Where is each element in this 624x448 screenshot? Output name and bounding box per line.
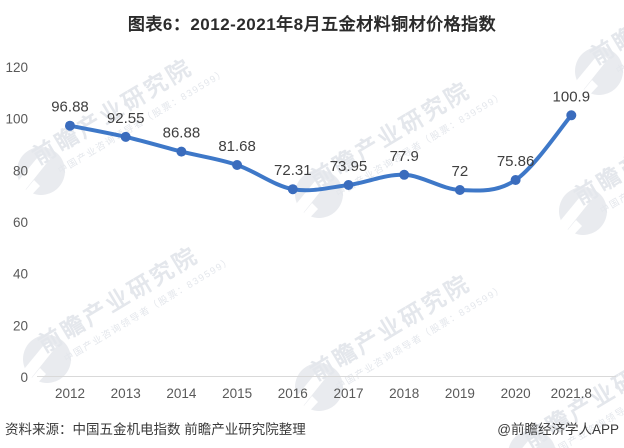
x-axis-tick-label: 2014 (166, 386, 197, 401)
data-point-marker (454, 185, 465, 195)
data-point-label: 72.31 (274, 162, 312, 179)
credit-text: @前瞻经济学人APP (497, 422, 619, 437)
y-axis-tick-label: 40 (13, 267, 28, 282)
data-source-text: 资料来源：中国五金机电指数 前瞻产业研究院整理 (5, 422, 306, 437)
footer: 资料来源：中国五金机电指数 前瞻产业研究院整理 @前瞻经济学人APP (5, 418, 619, 438)
chart-title: 图表6：2012-2021年8月五金材料铜材价格指数 (127, 15, 497, 34)
y-axis-tick-label: 0 (20, 370, 28, 385)
x-axis-tick-label: 2018 (389, 386, 419, 401)
data-point-label: 100.9 (553, 88, 591, 105)
data-point-label: 96.88 (51, 99, 89, 116)
data-point-marker (120, 131, 131, 142)
x-axis-tick-label: 2016 (278, 386, 308, 401)
y-axis-tick-label: 20 (13, 318, 28, 333)
data-point-marker (510, 175, 521, 185)
data-point-label: 72 (452, 163, 469, 180)
data-point-label: 77.9 (390, 148, 419, 165)
data-point-marker (176, 146, 187, 157)
y-axis-tick-label: 120 (5, 60, 28, 75)
data-point-marker (65, 120, 75, 131)
y-axis-tick-label: 60 (13, 215, 28, 230)
data-point-label: 92.55 (107, 110, 145, 127)
data-point-label: 73.95 (330, 158, 368, 175)
data-point-marker (232, 160, 243, 170)
data-point-label: 75.86 (497, 153, 535, 170)
x-axis-tick-label: 2015 (222, 386, 252, 401)
data-point-label: 86.88 (163, 125, 201, 142)
x-axis-tick-label: 2020 (501, 386, 531, 401)
x-axis-tick-label: 2021.8 (551, 386, 592, 401)
x-axis-tick-label: 2012 (55, 386, 85, 401)
data-point-marker (287, 184, 298, 195)
y-axis-tick-label: 100 (5, 112, 28, 127)
data-point-marker (399, 169, 410, 180)
x-axis-tick-label: 2017 (333, 386, 363, 401)
data-point-marker (343, 180, 354, 190)
x-axis-tick-label: 2019 (445, 386, 475, 401)
y-axis-tick-label: 80 (13, 163, 28, 178)
data-point-marker (566, 110, 577, 121)
x-axis-tick-label: 2013 (111, 386, 141, 401)
data-point-label: 81.68 (218, 138, 256, 155)
